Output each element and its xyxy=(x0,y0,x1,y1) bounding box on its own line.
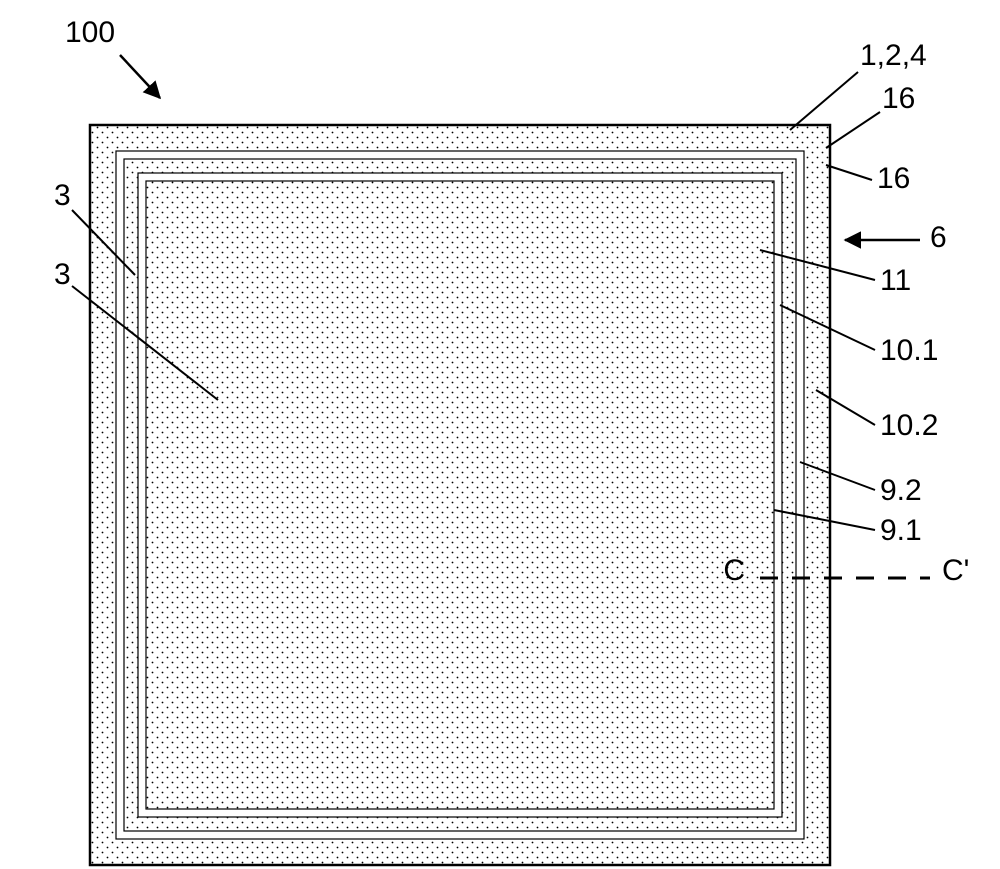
callout-label-9_1: 9.1 xyxy=(880,514,922,547)
callout-label-124: 1,2,4 xyxy=(860,39,927,72)
callout-line-16a xyxy=(826,112,880,148)
callout-label-10_2: 10.2 xyxy=(880,409,938,442)
diagram-stage: C C' 100 1,2,4 16 16 3 3 6 11 10.1 10.2 9.2 9.1 xyxy=(0,0,1000,869)
callout-label-100: 100 xyxy=(65,16,115,49)
callout-label-16a: 16 xyxy=(882,82,915,115)
callout-label-3b: 3 xyxy=(54,258,71,291)
section-label-right: C' xyxy=(942,554,969,587)
central-hatched-area xyxy=(146,181,774,809)
callout-arrow-100 xyxy=(120,55,160,98)
callout-label-16b: 16 xyxy=(877,162,910,195)
callout-label-11: 11 xyxy=(880,264,911,297)
section-label-left: C xyxy=(723,554,745,587)
diagram-svg: C C' 100 1,2,4 16 16 3 3 6 11 10.1 10.2 9.2 9.1 xyxy=(0,0,1000,869)
callout-line-124 xyxy=(790,72,858,130)
callout-label-10_1: 10.1 xyxy=(880,334,938,367)
callout-label-3a: 3 xyxy=(54,179,71,212)
figure-root: C C' 100 1,2,4 16 16 3 3 6 11 10.1 10.2 9.2 9.1 xyxy=(54,16,969,865)
callout-label-9_2: 9.2 xyxy=(880,474,922,507)
callout-label-6: 6 xyxy=(930,221,947,254)
callout-line-16b xyxy=(826,165,872,180)
